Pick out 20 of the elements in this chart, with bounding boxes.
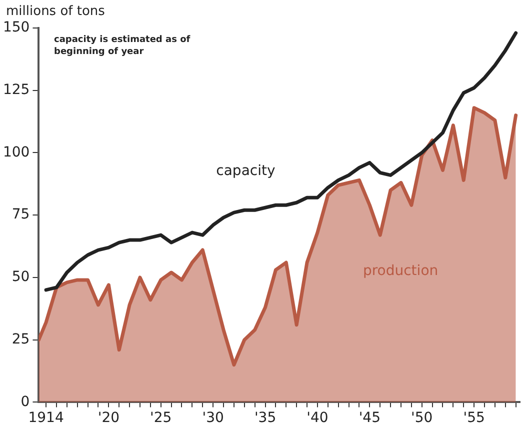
series-label: production xyxy=(362,263,438,280)
y-tick-label: 150 xyxy=(2,20,30,36)
x-tick-label: '20 xyxy=(98,410,120,426)
y-tick-label: 100 xyxy=(2,144,30,160)
x-tick-label: 1914 xyxy=(28,410,64,426)
x-tick-label: '25 xyxy=(150,410,172,426)
x-tick-label: '50 xyxy=(411,410,433,426)
y-tick-label: 50 xyxy=(12,269,30,286)
y-tick-label: 25 xyxy=(12,331,30,348)
series-label: capacity xyxy=(216,163,276,180)
x-tick-label: '35 xyxy=(254,410,276,426)
x-tick-label: '45 xyxy=(358,410,380,426)
x-tick-label: '40 xyxy=(306,410,328,426)
x-tick-label: '55 xyxy=(463,410,485,426)
y-tick-label: 0 xyxy=(20,394,30,410)
y-tick-label: 125 xyxy=(2,82,30,98)
annotation: capacity is estimated as of beginning of year xyxy=(54,34,192,58)
y-axis-title: millions of tons xyxy=(6,4,105,19)
x-tick-label: '30 xyxy=(202,410,224,426)
y-tick-label: 75 xyxy=(12,206,30,223)
